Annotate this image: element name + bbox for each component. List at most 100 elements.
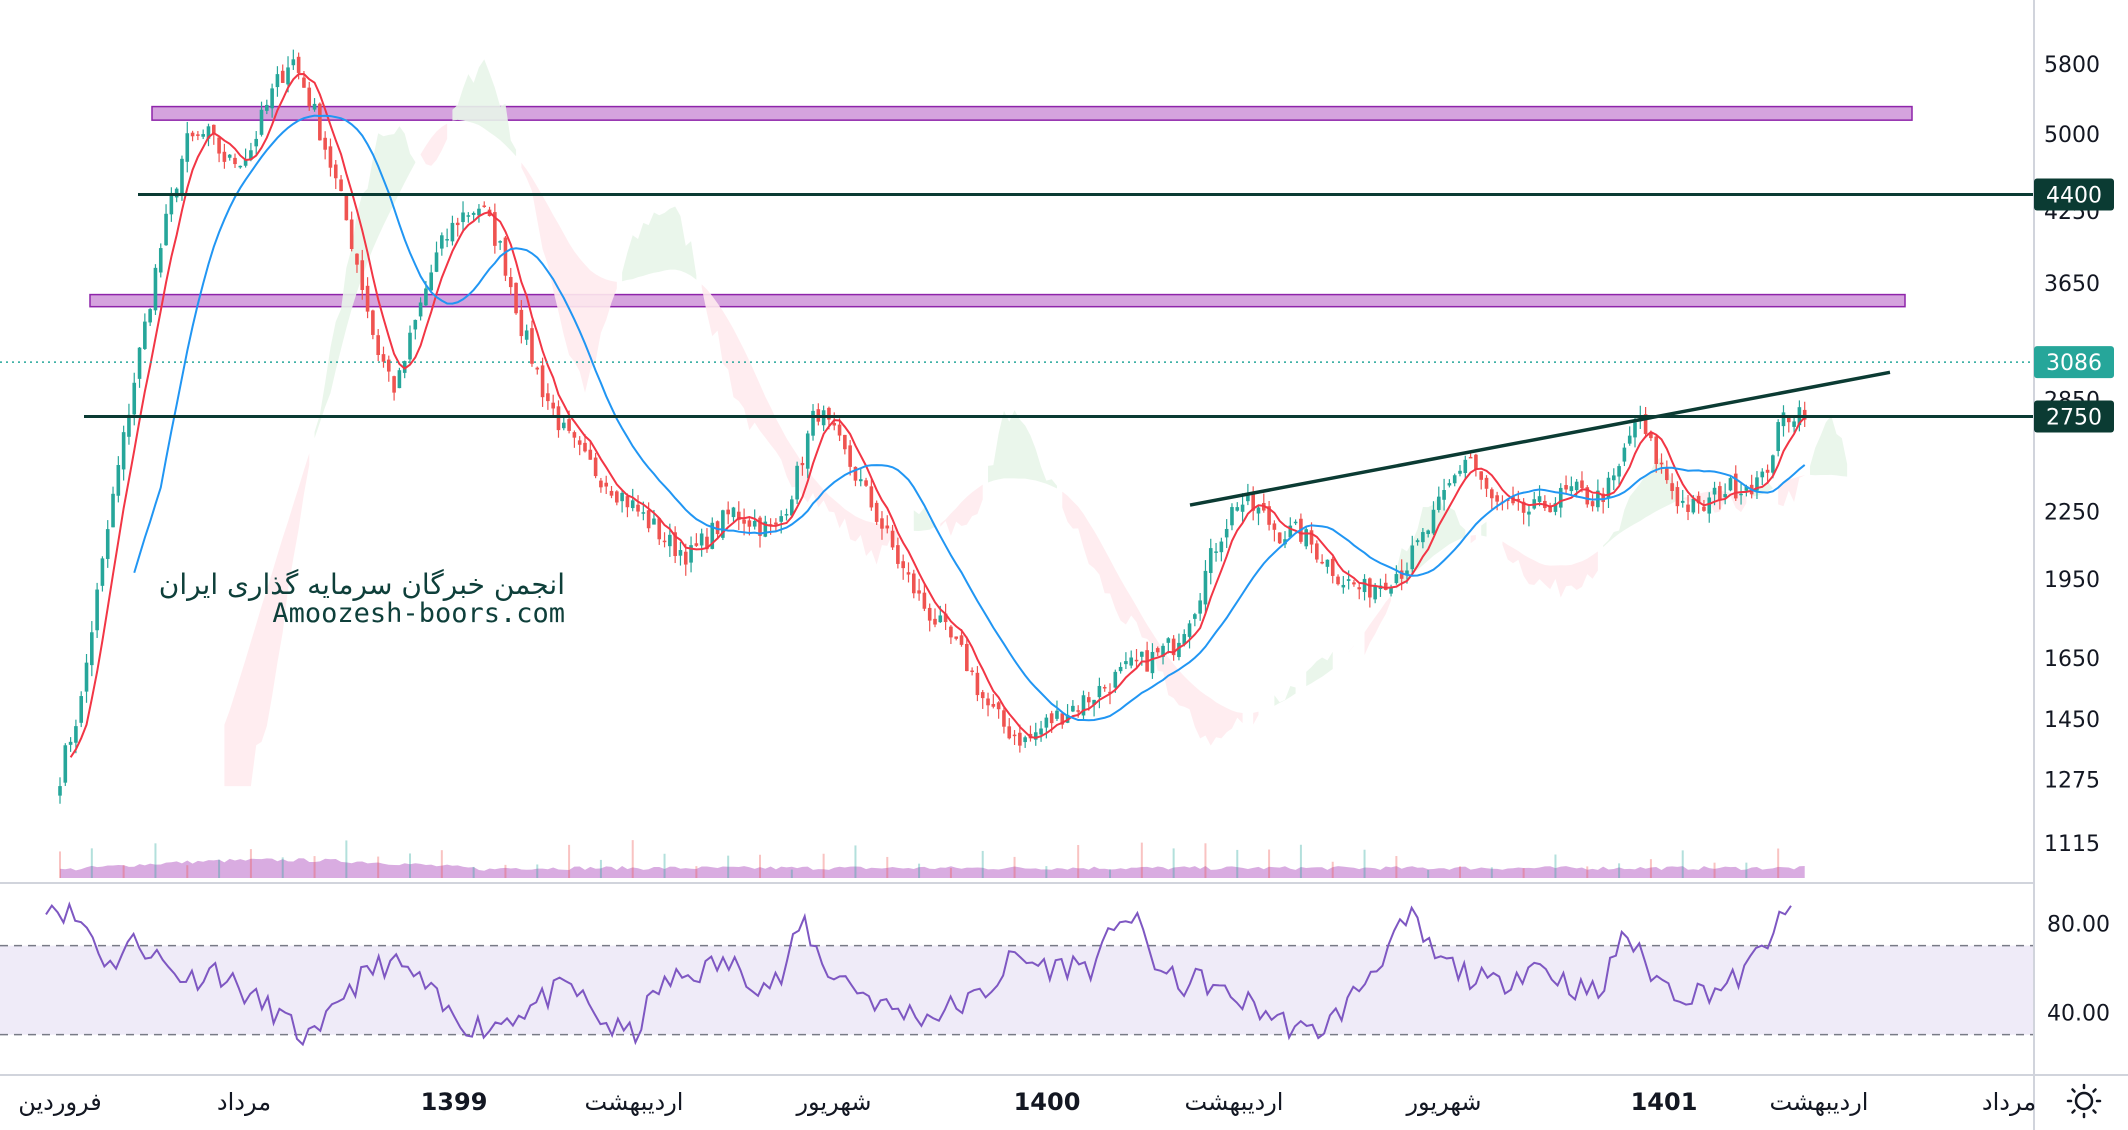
candle-body (1558, 487, 1563, 508)
candle-body (349, 219, 354, 250)
volume-bar (1204, 843, 1207, 878)
candle-body (790, 499, 794, 516)
candle-body (1447, 483, 1452, 486)
candle-body (190, 132, 195, 137)
candle-body (519, 309, 524, 337)
candle-body (1431, 509, 1436, 534)
candle-body (721, 510, 725, 538)
candle-body (68, 741, 73, 745)
time-axis[interactable]: فروردین مرداد 1399 اردیبهشت شهریور 1400 اردیبه… (18, 1088, 2036, 1116)
candle-body (429, 272, 434, 291)
candle-body (355, 253, 359, 265)
short-ma-line (69, 72, 1806, 758)
volume-bar (281, 857, 284, 878)
candle-body (705, 536, 709, 550)
candles[interactable] (58, 49, 1807, 804)
candle-body (1187, 623, 1192, 637)
candle-body (1691, 498, 1696, 513)
candle-body (858, 479, 863, 482)
candle-body (1118, 666, 1123, 672)
candle-body (1585, 487, 1590, 505)
time-tick-label: اردیبهشت (1185, 1088, 1284, 1116)
candle-body (832, 422, 837, 426)
cloud-segment (1274, 685, 1296, 706)
candle-body (1723, 494, 1727, 498)
volume-bar (981, 850, 984, 878)
candle-body (227, 154, 232, 158)
candle-body (1198, 600, 1202, 614)
candle-body (90, 632, 94, 666)
candle-body (100, 558, 105, 586)
time-tick-label: 1400 (1014, 1088, 1081, 1116)
volume-bar (1236, 849, 1239, 878)
candle-body (561, 422, 566, 429)
volume-bar (218, 859, 221, 878)
sun-settings-icon[interactable] (2066, 1083, 2102, 1119)
candle-body (270, 88, 274, 109)
volume-bar (663, 853, 666, 878)
candle-body (630, 500, 635, 509)
candle-body (137, 347, 142, 379)
candle-body (1468, 456, 1473, 459)
candle-body (1320, 561, 1324, 564)
candle-body (577, 440, 582, 445)
candle-body (1665, 466, 1669, 481)
candle-body (74, 726, 78, 743)
time-tick-label: فروردین (18, 1088, 102, 1116)
volume-bar (1459, 866, 1461, 878)
volume-bar (313, 856, 316, 878)
candle-body (1686, 504, 1690, 512)
level-lines[interactable] (0, 193, 2034, 507)
candle-body (609, 490, 614, 496)
volume-bar (1299, 844, 1302, 878)
candle-body (1617, 466, 1621, 477)
price-tick-label: 1450 (2044, 708, 2100, 733)
candle-body (1023, 737, 1027, 743)
candle-body (615, 491, 619, 503)
candle-body (1399, 570, 1404, 579)
candle-body (206, 126, 211, 139)
candle-body (1256, 507, 1261, 514)
candle-body (779, 516, 784, 522)
volume-bar (1077, 845, 1080, 878)
moving-averages (69, 72, 1806, 758)
candle-body (1150, 651, 1155, 674)
candle-body (604, 482, 609, 487)
candle-body (1659, 462, 1664, 465)
candle-body (1214, 551, 1218, 553)
candle-body (1362, 578, 1367, 593)
candle-body (79, 696, 84, 723)
candle-body (1537, 496, 1542, 502)
resistance-zone (89, 293, 1906, 308)
volume-bar (1140, 842, 1143, 878)
candle-body (1129, 657, 1134, 666)
cloud-segment (1778, 475, 1805, 507)
zones-layer (89, 105, 1913, 308)
candle-body (996, 702, 1001, 710)
candle-body (811, 410, 815, 436)
candle-body (583, 442, 587, 452)
candle-body (1622, 447, 1627, 462)
candle-body (254, 138, 259, 147)
candle-body (1161, 645, 1165, 657)
cloud-segment (420, 123, 448, 166)
candle-body (201, 134, 205, 137)
candle-body (1113, 671, 1118, 688)
candle-body (169, 193, 174, 215)
candle-body (943, 613, 948, 623)
candle-body (233, 157, 237, 165)
candle-body (1219, 541, 1224, 553)
candle-body (1086, 697, 1091, 703)
candle-body (402, 361, 407, 373)
candle-body (323, 137, 327, 150)
candle-body (652, 518, 656, 525)
candle-body (471, 212, 476, 215)
price-axis[interactable]: 5800500042503650285022501950165014501275… (2044, 53, 2100, 857)
candle-body (1802, 409, 1807, 420)
candle-body (1712, 487, 1717, 495)
candle-body (408, 332, 412, 360)
candle-body (1341, 584, 1346, 588)
cloud-segment (1306, 651, 1333, 687)
candle-body (1049, 713, 1054, 724)
